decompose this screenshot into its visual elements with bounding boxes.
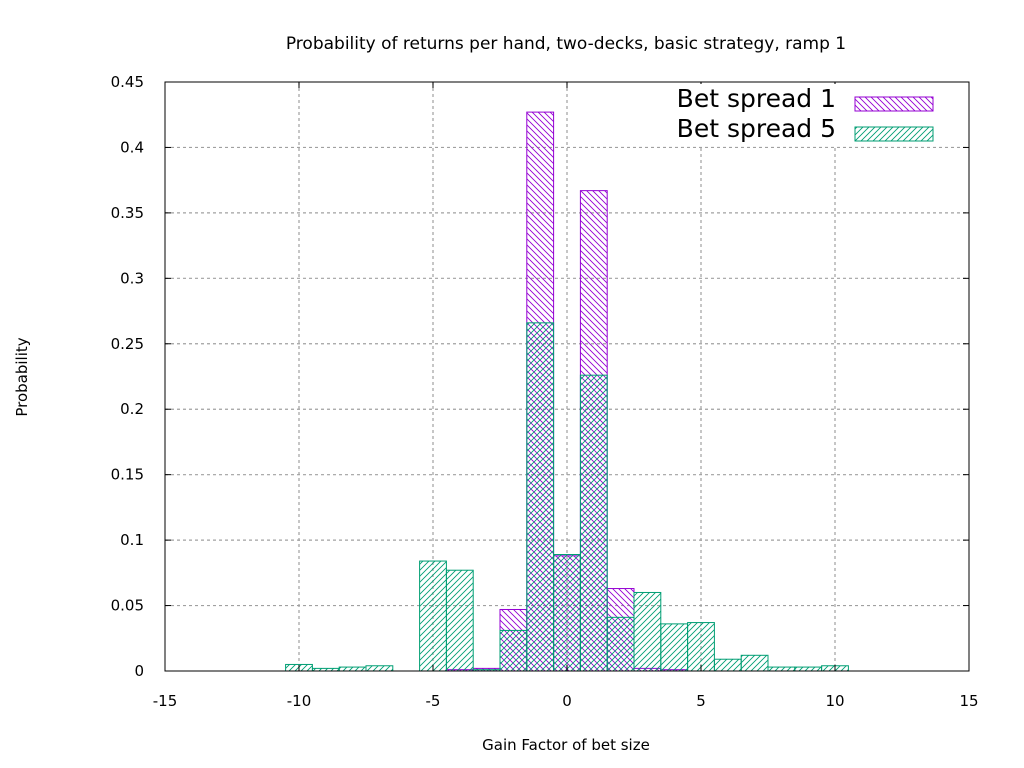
legend-swatch-bet-spread-5	[854, 126, 934, 142]
bar-bet-spread-5	[713, 658, 742, 672]
bar-bet-spread-5	[633, 591, 662, 672]
bar-bet-spread-5	[445, 569, 474, 672]
bar-bet-spread-5	[579, 374, 608, 672]
y-tick-label: 0.1	[120, 531, 144, 549]
ticks	[164, 81, 970, 672]
x-tick-label: -5	[426, 692, 441, 710]
y-tick-labels: 0 0.05 0.1 0.15 0.2 0.25 0.3 0.35 0.4 0.45	[111, 73, 144, 680]
bar-bet-spread-5	[740, 654, 769, 672]
y-tick-label: 0.35	[111, 204, 144, 222]
x-tick-label: -15	[153, 692, 178, 710]
x-tick-labels: -15 -10 -5 0 5 10 15	[153, 692, 979, 710]
grid-lines	[165, 82, 969, 671]
bar-bet-spread-5	[767, 666, 796, 672]
bar-bet-spread-5	[687, 622, 715, 672]
bar-bet-spread-5	[794, 666, 823, 672]
x-axis-label: Gain Factor of bet size	[482, 736, 650, 754]
y-tick-label: 0.4	[120, 138, 144, 156]
legend: Bet spread 1 Bet spread 5	[614, 84, 966, 146]
bar-bet-spread-5	[338, 666, 367, 672]
bars	[285, 111, 849, 672]
x-tick-label: 15	[959, 692, 978, 710]
chart-title: Probability of returns per hand, two-dec…	[286, 34, 846, 54]
bar-bet-spread-5	[660, 623, 689, 672]
y-tick-label: 0.3	[120, 269, 144, 287]
legend-swatch-bet-spread-1	[854, 96, 934, 112]
x-tick-label: 0	[562, 692, 572, 710]
bar-bet-spread-5	[365, 665, 394, 672]
y-axis-label: Probability	[13, 337, 31, 416]
x-tick-label: 5	[696, 692, 706, 710]
x-tick-label: 10	[825, 692, 844, 710]
y-tick-label: 0	[134, 662, 144, 680]
bar-bet-spread-5	[419, 560, 447, 672]
bar-bet-spread-5	[526, 322, 555, 672]
y-tick-label: 0.25	[111, 335, 144, 353]
bar-bet-spread-5	[499, 629, 528, 672]
legend-label-bet-spread-5: Bet spread 5	[677, 114, 836, 143]
y-tick-label: 0.2	[120, 400, 144, 418]
legend-label-bet-spread-1: Bet spread 1	[677, 84, 836, 113]
bar-bet-spread-5	[553, 554, 581, 672]
y-tick-label: 0.05	[111, 597, 144, 615]
x-tick-label: -10	[287, 692, 312, 710]
bar-bet-spread-5	[606, 616, 635, 672]
y-tick-label: 0.45	[111, 73, 144, 91]
y-tick-label: 0.15	[111, 466, 144, 484]
